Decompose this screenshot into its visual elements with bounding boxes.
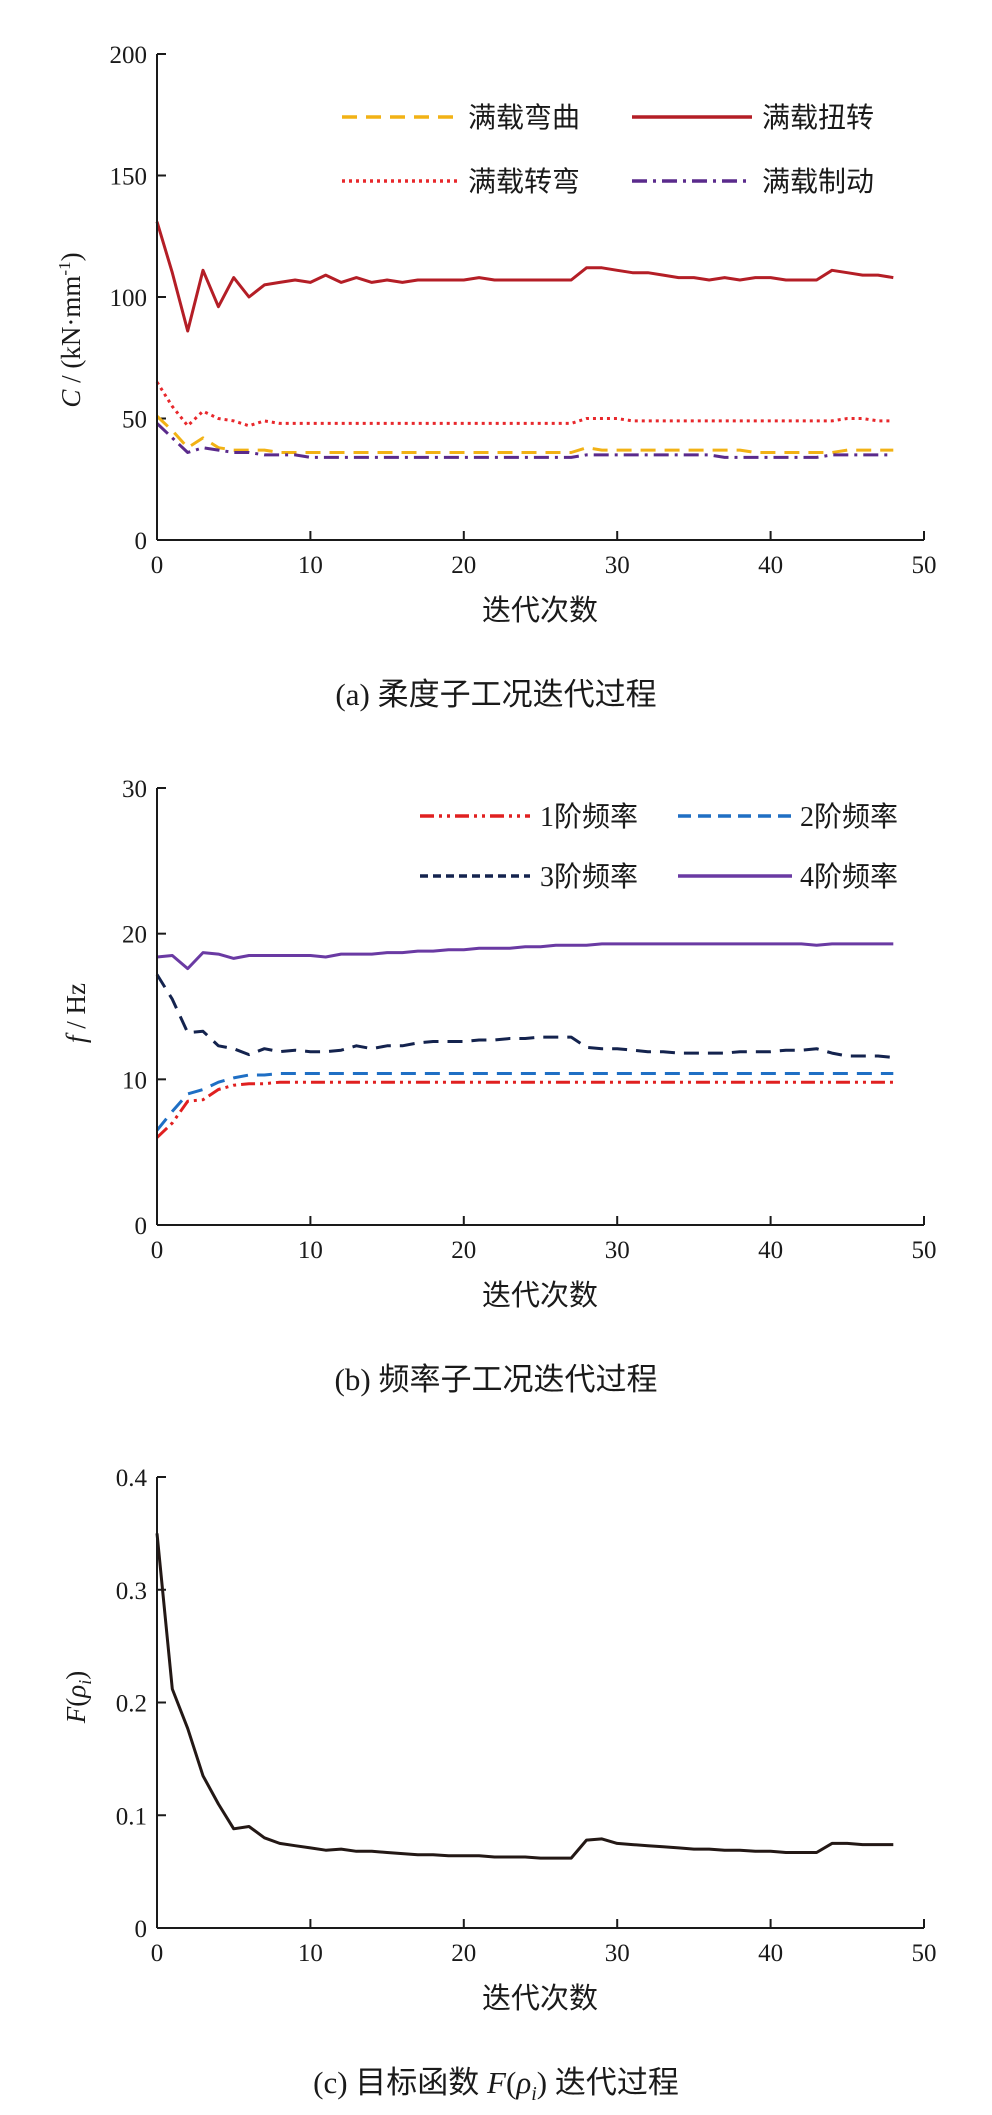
panel-b-series-line-2 bbox=[155, 1072, 894, 1132]
panel-a-y-tick-label: 200 bbox=[110, 42, 148, 69]
panel-a-y-tick-label: 150 bbox=[110, 164, 148, 191]
panel-a-x-tick-label: 20 bbox=[451, 552, 476, 579]
panel-a-y-label: C / (kN·mm-1) bbox=[55, 252, 86, 407]
panel-c-ticks: 0 10 20 30 40 50 0 0.1 0.2 0.3 0.4 bbox=[116, 1465, 937, 1967]
panel-a-y-tick-label: 50 bbox=[122, 407, 147, 434]
chart-panel-a: C / (kN·mm-1) 0 10 20 30 40 50 0 50 100 150 200 迭代… bbox=[55, 42, 937, 712]
panel-b-x-tick-label: 40 bbox=[758, 1237, 783, 1264]
panel-b-legend: 1阶频率 2阶频率 3阶频率 4阶频率 bbox=[420, 801, 898, 893]
panel-c-series-line-1 bbox=[155, 1533, 894, 1860]
panel-a-y-label-rest: / (kN·mm bbox=[56, 276, 86, 390]
panel-a-caption: (a) 柔度子工况迭代过程 bbox=[335, 677, 656, 712]
panel-b-series-line-3 bbox=[155, 973, 894, 1059]
panel-c-y-label-rho: ρ bbox=[61, 1685, 91, 1699]
panel-c-caption-prefix: (c) 目标函数 bbox=[313, 2065, 487, 2100]
panel-a-y-label-italic: C bbox=[56, 389, 86, 408]
panel-a-x-tick-label: 10 bbox=[298, 552, 323, 579]
panel-c-axes bbox=[156, 1477, 924, 1929]
panel-b-series-line-1 bbox=[155, 1080, 894, 1139]
panel-c-x-tick-label: 10 bbox=[298, 1940, 323, 1967]
panel-c-series bbox=[155, 1533, 894, 1860]
panel-c-y-label-open: ( bbox=[61, 1698, 91, 1707]
panel-a-y-label-sup: -1 bbox=[55, 261, 74, 275]
panel-b-x-tick-label: 10 bbox=[298, 1237, 323, 1264]
legend-label-torsion: 满载扭转 bbox=[762, 102, 874, 134]
panel-b-axes bbox=[156, 788, 924, 1226]
panel-b-y-tick-label: 0 bbox=[135, 1213, 148, 1240]
panel-a-x-tick-label: 50 bbox=[912, 552, 937, 579]
panel-c-y-label-close: ) bbox=[61, 1671, 91, 1680]
panel-b-x-label: 迭代次数 bbox=[482, 1279, 598, 1312]
panel-b-ticks: 0 10 20 30 40 50 0 10 20 30 bbox=[122, 776, 937, 1264]
panel-a-series-line-3 bbox=[155, 381, 894, 428]
legend-label-cornering: 满载转弯 bbox=[468, 166, 580, 198]
panel-a-series-line-2 bbox=[155, 221, 894, 333]
panel-c-caption: (c) 目标函数 F(ρi) 迭代过程 bbox=[313, 2065, 679, 2105]
panel-a-series-line-4 bbox=[155, 422, 894, 459]
panel-a-x-tick-label: 0 bbox=[151, 552, 164, 579]
panel-c-x-tick-label: 0 bbox=[151, 1940, 164, 1967]
panel-a-x-tick-label: 30 bbox=[605, 552, 630, 579]
panel-b-series bbox=[155, 942, 894, 1139]
panel-c-y-label-sub: i bbox=[75, 1680, 95, 1685]
svg-text:C / (kN·mm-1): C / (kN·mm-1) bbox=[55, 252, 86, 407]
legend-label-freq2: 2阶频率 bbox=[800, 801, 898, 833]
panel-c-x-label: 迭代次数 bbox=[482, 1982, 598, 2015]
panel-b-x-tick-label: 20 bbox=[451, 1237, 476, 1264]
panel-c-x-tick-label: 30 bbox=[605, 1940, 630, 1967]
panel-a-axes bbox=[156, 54, 924, 541]
panel-b-y-tick-label: 30 bbox=[122, 776, 147, 803]
panel-b-y-label-italic: f bbox=[61, 1032, 91, 1043]
panel-c-caption-open: ( bbox=[506, 2065, 516, 2100]
panel-c-x-tick-label: 40 bbox=[758, 1940, 783, 1967]
panel-c-y-tick-label: 0 bbox=[135, 1916, 148, 1943]
panel-c-caption-sub: i bbox=[531, 2083, 537, 2105]
panel-c-caption-suffix: ) 迭代过程 bbox=[537, 2065, 679, 2100]
panel-b-y-label: f / Hz bbox=[61, 983, 91, 1043]
panel-c-y-tick-label: 0.4 bbox=[116, 1465, 148, 1492]
legend-label-freq1: 1阶频率 bbox=[540, 801, 638, 833]
panel-b-series-line-4 bbox=[156, 942, 894, 971]
chart-panel-b: f / Hz 0 10 20 30 40 50 0 10 20 30 迭代次数 (b) 频率子工况… bbox=[61, 776, 937, 1397]
panel-a-series bbox=[155, 221, 894, 459]
panel-a-legend: 满载弯曲 满载扭转 满载转弯 满载制动 bbox=[342, 102, 874, 198]
panel-b-x-tick-label: 50 bbox=[912, 1237, 937, 1264]
panel-a-y-tick-label: 100 bbox=[110, 285, 148, 312]
panel-c-x-tick-label: 20 bbox=[451, 1940, 476, 1967]
panel-c-x-tick-label: 50 bbox=[912, 1940, 937, 1967]
panel-a-x-label: 迭代次数 bbox=[482, 594, 598, 627]
panel-a-series-line-1 bbox=[155, 415, 894, 454]
panel-c-y-tick-label: 0.1 bbox=[116, 1803, 147, 1830]
panel-b-caption: (b) 频率子工况迭代过程 bbox=[335, 1362, 658, 1397]
legend-label-freq4: 4阶频率 bbox=[800, 861, 898, 893]
panel-c-y-tick-label: 0.3 bbox=[116, 1578, 147, 1605]
panel-c-caption-italic: F bbox=[486, 2065, 507, 2100]
panel-c-caption-rho: ρ bbox=[515, 2065, 531, 2100]
panel-a-y-tick-label: 0 bbox=[135, 528, 148, 555]
panel-b-y-tick-label: 10 bbox=[122, 1067, 147, 1094]
panel-b-y-label-rest: / Hz bbox=[61, 983, 91, 1036]
legend-label-bending: 满载弯曲 bbox=[468, 102, 580, 134]
legend-label-freq3: 3阶频率 bbox=[540, 861, 638, 893]
panel-a-x-tick-label: 40 bbox=[758, 552, 783, 579]
panel-b-x-tick-label: 0 bbox=[151, 1237, 164, 1264]
panel-c-y-tick-label: 0.2 bbox=[116, 1691, 147, 1718]
legend-label-braking: 满载制动 bbox=[762, 166, 874, 198]
panel-c-y-label: F(ρi) bbox=[61, 1671, 95, 1724]
panel-b-y-tick-label: 20 bbox=[122, 922, 147, 949]
panel-c-y-label-italic: F bbox=[61, 1706, 91, 1724]
panel-a-y-label-end: ) bbox=[56, 252, 86, 261]
panel-b-x-tick-label: 30 bbox=[605, 1237, 630, 1264]
